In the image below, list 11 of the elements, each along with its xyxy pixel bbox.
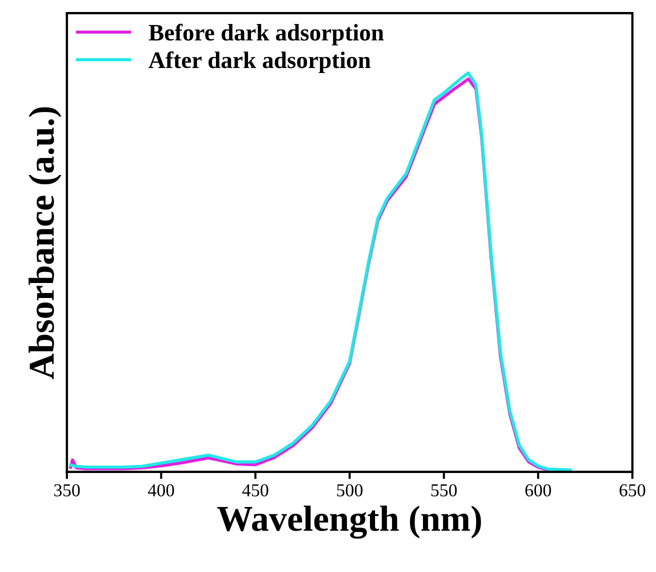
x-tick-label: 450	[242, 484, 268, 496]
x-tick-label: 600	[525, 484, 551, 496]
x-tick-label: 500	[337, 484, 362, 496]
x-tick-label: 550	[431, 484, 457, 496]
x-axis-title: Wavelength (nm)	[217, 506, 481, 539]
legend-label: Before dark adsorption	[148, 24, 384, 46]
x-tick-label: 650	[620, 484, 646, 496]
x-tick-label: 400	[148, 484, 174, 496]
y-axis-title: Absorbance (a.u.)	[28, 107, 62, 380]
x-tick-label: 350	[54, 484, 80, 496]
legend-label: After dark adsorption	[148, 51, 371, 73]
